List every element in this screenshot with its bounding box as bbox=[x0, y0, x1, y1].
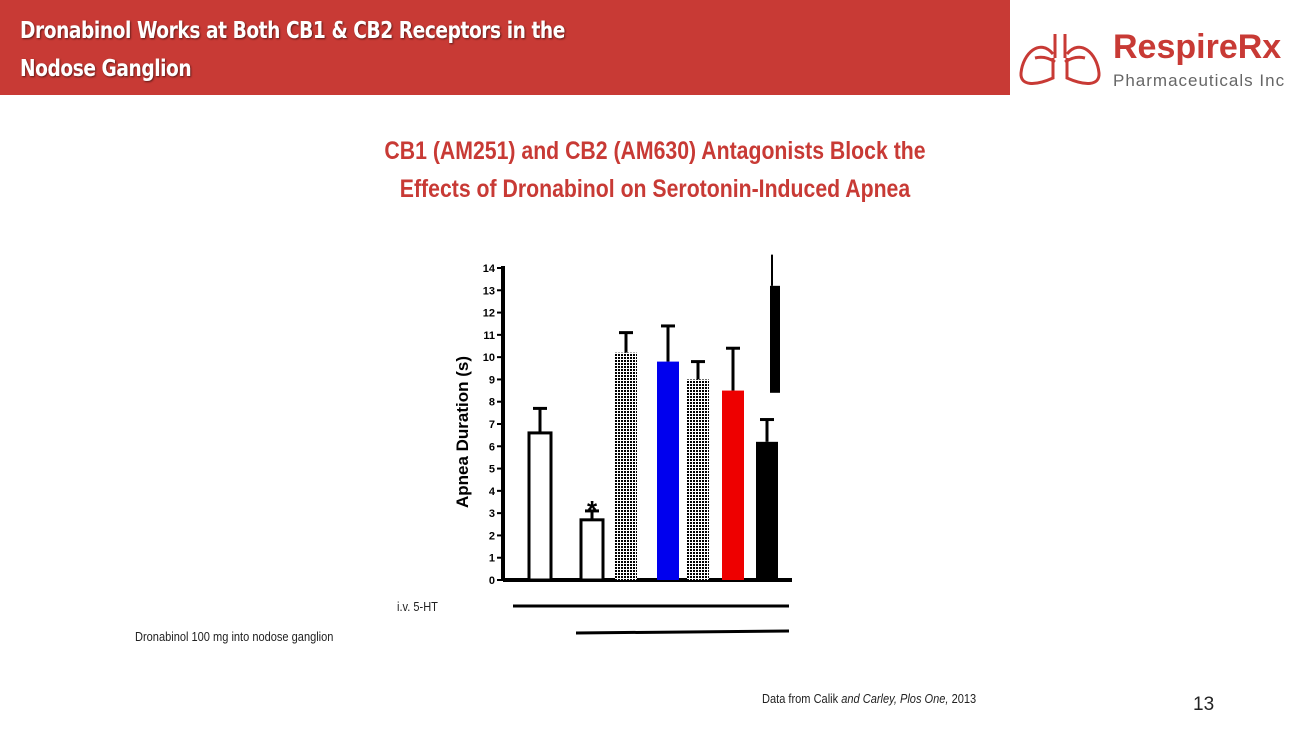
y-tick-label: 10 bbox=[483, 352, 495, 364]
y-tick-label: 11 bbox=[483, 330, 495, 342]
y-tick-label: 1 bbox=[489, 553, 495, 565]
citation-suffix: 2013 bbox=[948, 691, 977, 706]
logo-subtitle: Pharmaceuticals Inc bbox=[1113, 71, 1286, 90]
chart-heading: CB1 (AM251) and CB2 (AM630) Antagonists … bbox=[353, 132, 957, 208]
citation-prefix: Data from Calik bbox=[762, 691, 842, 706]
citation: Data from Calik and Carley, Plos One, 20… bbox=[762, 691, 976, 706]
y-tick-label: 6 bbox=[489, 441, 495, 453]
significance-marker: * bbox=[587, 495, 598, 525]
y-tick-label: 4 bbox=[489, 486, 496, 498]
logo-name: RespireRx bbox=[1113, 28, 1282, 66]
y-tick-label: 8 bbox=[489, 397, 495, 409]
chart-heading-line2: Effects of Dronabinol on Serotonin-Induc… bbox=[399, 175, 911, 203]
y-tick-label: 3 bbox=[489, 508, 495, 520]
treatment-line-dronabinol bbox=[575, 629, 790, 635]
y-tick-label: 5 bbox=[489, 464, 495, 476]
page-number: 13 bbox=[1193, 694, 1215, 715]
y-tick-label: 9 bbox=[489, 374, 495, 386]
chart-heading-line1: CB1 (AM251) and CB2 (AM630) Antagonists … bbox=[384, 137, 926, 165]
lungs-icon bbox=[1019, 34, 1101, 85]
citation-italic: and Carley, Plos One, bbox=[841, 691, 949, 706]
y-tick-label: 13 bbox=[483, 285, 495, 297]
bar bbox=[657, 361, 679, 580]
overlay-bar-fragment bbox=[770, 285, 780, 393]
y-tick-label: 7 bbox=[489, 419, 495, 431]
bar bbox=[687, 379, 709, 580]
treatment-label-dronabinol: Dronabinol 100 mg into nodose ganglion bbox=[135, 629, 334, 644]
bar bbox=[756, 441, 778, 580]
company-logo: RespireRx Pharmaceuticals Inc bbox=[1015, 28, 1310, 98]
y-tick-label: 0 bbox=[489, 575, 495, 587]
treatment-label-5ht: i.v. 5-HT bbox=[397, 599, 438, 614]
bar bbox=[615, 352, 637, 580]
y-tick-label: 12 bbox=[483, 308, 495, 320]
y-tick-label: 14 bbox=[483, 263, 496, 275]
header-banner: Dronabinol Works at Both CB1 & CB2 Recep… bbox=[0, 0, 1010, 95]
bar bbox=[527, 431, 553, 582]
bar bbox=[722, 390, 744, 580]
bar bbox=[579, 518, 605, 582]
y-tick-label: 2 bbox=[489, 530, 495, 542]
y-axis-label: Apnea Duration (s) bbox=[453, 356, 472, 508]
slide-title: Dronabinol Works at Both CB1 & CB2 Recep… bbox=[20, 18, 565, 82]
